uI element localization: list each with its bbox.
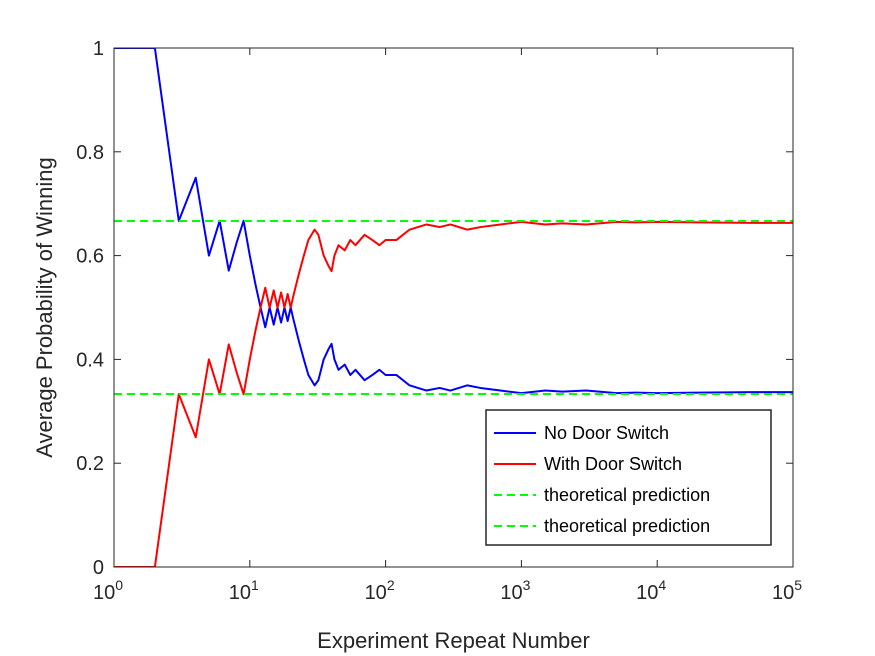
- y-axis-label: Average Probability of Winning: [32, 157, 57, 457]
- x-tick-label: 105: [772, 577, 802, 604]
- y-tick-label: 0.2: [76, 453, 104, 475]
- y-tick-label: 1: [93, 38, 104, 60]
- legend-label-2: With Door Switch: [544, 454, 682, 474]
- y-tick-label: 0.8: [76, 142, 104, 164]
- series-line-2: [114, 220, 793, 567]
- y-tick-label: 0: [93, 557, 104, 579]
- legend-label-4: theoretical prediction: [544, 516, 710, 536]
- x-tick-label: 100: [93, 577, 123, 604]
- x-tick-label: 104: [636, 577, 666, 604]
- x-tick-label: 102: [365, 577, 395, 604]
- legend-label-1: No Door Switch: [544, 423, 669, 443]
- x-tick-label: 101: [229, 577, 259, 604]
- x-tick-label: 103: [500, 577, 530, 604]
- legend-label-3: theoretical prediction: [544, 485, 710, 505]
- y-tick-label: 0.6: [76, 246, 104, 268]
- axes-box: [113, 47, 794, 568]
- x-axis-label: Experiment Repeat Number: [317, 628, 590, 653]
- y-axis-ticks: 0 0.2 0.4 0.6 0.8 1: [76, 38, 793, 579]
- series-lines: [114, 48, 793, 567]
- series-line-1: [114, 48, 793, 395]
- legend: No Door Switch With Door Switch theoretica…: [485, 409, 772, 546]
- y-tick-label: 0.4: [76, 349, 104, 371]
- x-axis-ticks: 100 101 102 103 104 105: [93, 48, 802, 604]
